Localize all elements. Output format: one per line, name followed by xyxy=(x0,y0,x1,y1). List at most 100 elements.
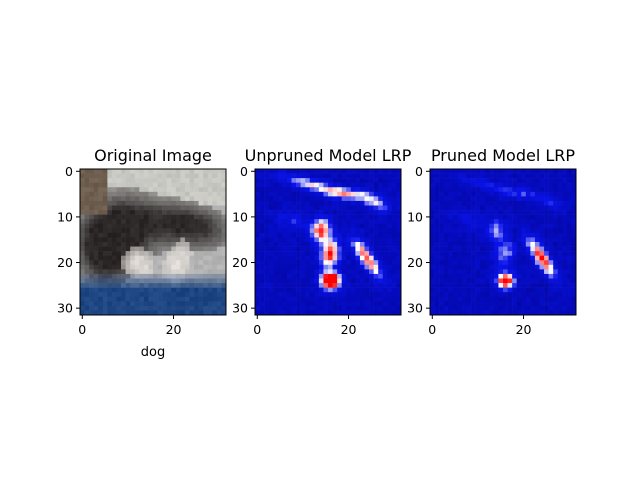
pixel xyxy=(264,296,269,302)
pixel xyxy=(80,305,85,311)
pixel xyxy=(207,210,213,215)
pixel xyxy=(180,200,186,206)
pixel xyxy=(207,232,213,238)
pixel xyxy=(221,214,227,220)
pixel xyxy=(566,260,572,266)
pixel xyxy=(571,251,577,256)
pixel xyxy=(130,296,136,302)
pixel xyxy=(452,283,458,288)
pixel xyxy=(553,310,559,316)
pixel xyxy=(475,287,481,293)
pixel xyxy=(461,246,467,252)
pixel xyxy=(382,232,388,238)
pixel xyxy=(489,169,495,174)
pixel xyxy=(102,169,108,174)
pixel xyxy=(525,191,531,197)
pixel xyxy=(328,214,333,220)
pixel xyxy=(544,273,549,279)
pixel xyxy=(166,237,172,243)
pixel xyxy=(198,310,204,316)
pixel xyxy=(466,187,472,193)
pixel xyxy=(216,200,222,206)
pixel xyxy=(300,301,306,307)
pixel xyxy=(93,210,99,215)
pixel xyxy=(382,255,388,261)
pixel xyxy=(198,305,204,311)
pixel xyxy=(562,269,568,275)
pixel xyxy=(387,205,393,211)
pixel xyxy=(341,242,347,247)
pixel xyxy=(562,264,568,270)
pixel xyxy=(121,301,126,307)
pixel xyxy=(548,296,554,302)
pixel xyxy=(452,191,458,197)
pixel xyxy=(364,191,370,197)
pixel xyxy=(207,292,213,298)
pixel xyxy=(80,273,85,279)
pixel xyxy=(562,251,568,256)
pixel xyxy=(98,169,104,174)
pixel xyxy=(525,173,531,179)
pixel xyxy=(328,182,333,188)
pixel xyxy=(430,292,435,298)
pixel xyxy=(516,273,522,279)
pixel xyxy=(80,301,85,307)
pixel xyxy=(471,273,476,279)
pixel xyxy=(89,283,94,288)
pruned-lrp-heatmap xyxy=(430,169,577,316)
pixel xyxy=(107,246,113,252)
pixel xyxy=(277,310,283,316)
pixel xyxy=(180,178,186,183)
pixel xyxy=(102,205,108,211)
pixel xyxy=(102,292,108,298)
pixel xyxy=(350,178,356,183)
pixel xyxy=(255,246,260,252)
pixel xyxy=(175,242,181,247)
pixel xyxy=(566,191,572,197)
pixel xyxy=(530,305,536,311)
pixel xyxy=(84,283,90,288)
pixel xyxy=(216,292,222,298)
pixel xyxy=(148,273,154,279)
pixel xyxy=(125,278,131,284)
pixel xyxy=(475,191,481,197)
pixel xyxy=(530,169,536,174)
pixel xyxy=(493,273,499,279)
pixel xyxy=(98,214,104,220)
pixel xyxy=(562,182,568,188)
pixel xyxy=(300,273,306,279)
pixel xyxy=(255,264,260,270)
pixel xyxy=(369,251,374,256)
pixel xyxy=(471,210,476,215)
pixel xyxy=(84,191,90,197)
pixel xyxy=(84,223,90,229)
pixel xyxy=(350,228,356,234)
pixel xyxy=(184,273,190,279)
y-tick-label: 20 xyxy=(407,255,423,270)
pixel xyxy=(148,269,154,275)
pixel xyxy=(296,187,301,193)
pixel xyxy=(89,251,94,256)
pixel xyxy=(102,305,108,311)
pixel xyxy=(130,278,136,284)
pixel xyxy=(387,178,393,183)
pixel xyxy=(539,251,545,256)
pixel xyxy=(89,232,94,238)
pixel xyxy=(286,228,292,234)
pixel xyxy=(475,173,481,179)
pixel xyxy=(439,251,444,256)
pixel xyxy=(139,237,145,243)
pixel xyxy=(548,232,554,238)
pixel xyxy=(116,296,122,302)
pixel xyxy=(277,232,283,238)
pixel xyxy=(203,219,209,225)
pixel xyxy=(382,292,388,298)
pixel xyxy=(553,214,559,220)
pixel xyxy=(194,246,199,252)
pixel xyxy=(530,255,536,261)
pixel xyxy=(93,292,99,298)
pixel xyxy=(443,187,449,193)
pixel xyxy=(369,191,374,197)
pixel xyxy=(512,228,517,234)
pixel xyxy=(378,173,384,179)
